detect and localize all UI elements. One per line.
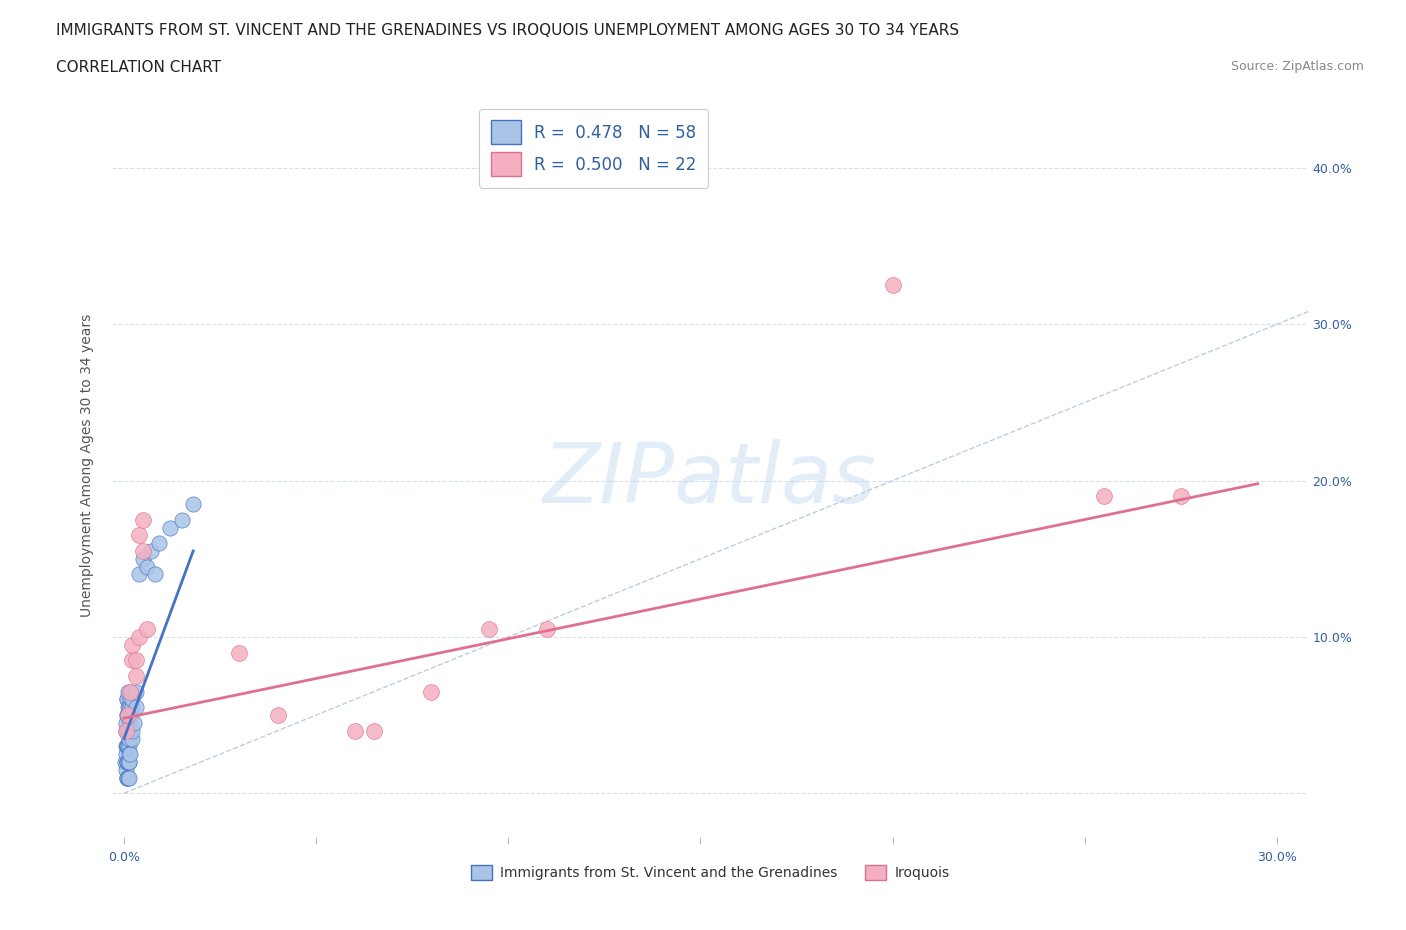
Point	[267, 708, 290, 723]
Point	[121, 692, 143, 707]
Point	[132, 543, 155, 558]
Point	[121, 637, 143, 652]
Point	[115, 739, 138, 754]
Point	[117, 700, 139, 715]
Point	[124, 700, 146, 715]
Point	[136, 559, 159, 574]
Point	[118, 747, 141, 762]
Point	[118, 684, 141, 699]
Point	[115, 770, 138, 785]
Text: IMMIGRANTS FROM ST. VINCENT AND THE GRENADINES VS IROQUOIS UNEMPLOYMENT AMONG AG: IMMIGRANTS FROM ST. VINCENT AND THE GREN…	[56, 23, 959, 38]
Point	[536, 621, 558, 636]
Point	[115, 724, 138, 738]
Point	[115, 739, 138, 754]
Point	[115, 770, 138, 785]
Point	[115, 739, 138, 754]
Point	[117, 724, 139, 738]
Point	[136, 621, 159, 636]
Point	[121, 731, 143, 746]
Point	[118, 731, 141, 746]
Point	[170, 512, 193, 527]
Point	[181, 497, 204, 512]
Point	[128, 567, 150, 582]
Point	[118, 708, 141, 723]
Point	[117, 684, 139, 699]
Point	[117, 724, 139, 738]
Point	[121, 653, 143, 668]
Point	[117, 770, 139, 785]
Point	[124, 653, 146, 668]
Point	[117, 739, 139, 754]
Point	[139, 543, 162, 558]
Point	[478, 621, 501, 636]
Point	[120, 684, 142, 699]
Point	[122, 715, 145, 730]
Point	[117, 770, 139, 785]
Point	[228, 645, 250, 660]
Point	[118, 731, 141, 746]
Point	[115, 754, 138, 769]
Point	[118, 692, 141, 707]
Y-axis label: Unemployment Among Ages 30 to 34 years: Unemployment Among Ages 30 to 34 years	[80, 313, 94, 617]
Point	[143, 567, 166, 582]
Point	[115, 763, 138, 777]
Text: ZIPatlas: ZIPatlas	[543, 439, 877, 521]
Point	[118, 754, 141, 769]
Point	[118, 715, 141, 730]
Point	[117, 754, 139, 769]
Point	[121, 700, 143, 715]
Point	[343, 724, 366, 738]
Point	[132, 551, 155, 566]
Point	[120, 708, 142, 723]
Point	[115, 747, 138, 762]
Point	[882, 278, 904, 293]
Point	[420, 684, 443, 699]
Text: Source: ZipAtlas.com: Source: ZipAtlas.com	[1230, 60, 1364, 73]
Point	[117, 754, 139, 769]
Point	[148, 536, 170, 551]
Point	[115, 724, 138, 738]
Point	[115, 715, 138, 730]
Point	[159, 520, 181, 535]
Point	[132, 512, 155, 527]
Point	[117, 700, 139, 715]
Point	[114, 754, 136, 769]
Point	[115, 692, 138, 707]
Point	[124, 684, 146, 699]
Point	[128, 630, 150, 644]
Point	[117, 708, 139, 723]
Legend: Immigrants from St. Vincent and the Grenadines, Iroquois: Immigrants from St. Vincent and the Gren…	[465, 859, 955, 886]
Point	[363, 724, 385, 738]
Point	[117, 739, 139, 754]
Point	[117, 739, 139, 754]
Point	[120, 747, 142, 762]
Point	[128, 528, 150, 543]
Point	[115, 708, 138, 723]
Point	[120, 700, 142, 715]
Point	[121, 724, 143, 738]
Point	[118, 770, 141, 785]
Point	[115, 724, 138, 738]
Point	[124, 669, 146, 684]
Text: CORRELATION CHART: CORRELATION CHART	[56, 60, 221, 75]
Point	[115, 754, 138, 769]
Point	[1170, 489, 1192, 504]
Point	[117, 708, 139, 723]
Point	[115, 692, 138, 707]
Point	[1092, 489, 1115, 504]
Point	[117, 754, 139, 769]
